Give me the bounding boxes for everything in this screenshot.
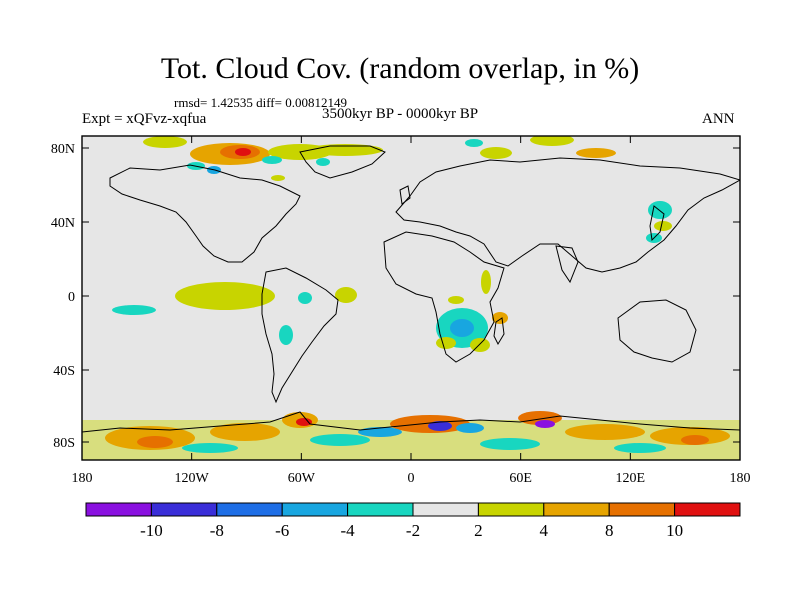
lon-tick-label: 60E [509,471,532,486]
colorbar-swatch [216,502,283,517]
anomaly-patch [565,424,645,440]
colorbar-label: -6 [275,521,289,540]
colorbar-swatch [412,502,479,517]
colorbar-label: -4 [341,521,356,540]
coastline-madagascar [493,317,505,346]
lat-tick-label: 40S [53,364,75,379]
coastline-africa [383,231,505,363]
anomaly-patch [310,434,370,446]
anomaly-patch [143,136,187,148]
lat-tick-label: 80N [51,142,75,157]
colorbar-label: -8 [210,521,224,540]
colorbar: -10 -8 -6 -4 -2 2 4 8 10 [85,502,741,540]
anomaly-patch [480,147,512,159]
anomaly-patch [296,418,312,426]
colorbar-swatch [347,502,414,517]
anomaly-patch [456,423,484,433]
colorbar-swatch [477,502,545,517]
anomaly-patch [279,325,293,345]
anomaly-patch [271,175,285,181]
colorbar-swatch [608,502,676,517]
stats-text: rmsd= 1.42535 diff= 0.00812149 [174,95,347,110]
anomaly-patch [681,435,709,445]
latitude-ticks: 80N 40N 0 40S 80S [51,142,740,451]
anomaly-patch [182,443,238,453]
anomaly-patch [137,436,173,448]
period-label: 3500kyr BP - 0000kyr BP [322,106,479,122]
coastline-north-america [109,164,301,263]
lon-tick-label: 0 [408,471,415,486]
anomaly-patch [316,158,330,166]
colorbar-label: 2 [474,521,483,540]
colorbar-swatch [150,502,218,517]
anomaly-patch [448,296,464,304]
lon-tick-label: 120E [616,471,646,486]
lon-tick-label: 180 [730,471,751,486]
anomaly-patch [112,305,156,315]
anomaly-patch [465,139,483,147]
anomaly-patch [576,148,616,158]
lon-tick-label: 180 [72,471,93,486]
longitude-ticks: 180 120W 60W 0 60E 120E 180 [72,136,751,486]
anomaly-patch [235,148,251,156]
anomaly-patch [530,136,574,146]
colorbar-label: 8 [605,521,614,540]
map-title: Tot. Cloud Cov. (random overlap, in %) [160,52,640,85]
anomaly-patch [535,420,555,428]
experiment-label: Expt = xQFvz-xqfua [82,111,207,127]
coastline-south-america [261,267,339,404]
lat-tick-label: 40N [51,216,75,231]
anomaly-patch [428,421,452,431]
lon-tick-label: 120W [175,471,210,486]
anomaly-patch [480,438,540,450]
colorbar-label: 10 [666,521,683,540]
colorbar-swatch [543,502,610,517]
colorbar-label: 4 [540,521,549,540]
anomaly-patch [481,270,491,294]
anomaly-patch [492,312,508,324]
anomaly-patch [470,338,490,352]
anomaly-patch [262,156,282,164]
coastline-australia [617,299,697,363]
anomaly-patch [614,443,666,453]
coastline-greenland [299,145,386,179]
colorbar-swatch [674,502,741,517]
coastlines [82,145,740,433]
coastline-japan [649,205,665,242]
anomaly-patch [436,337,456,349]
colorbar-swatch [85,502,152,517]
colorbar-swatch [281,502,349,517]
coastline-antarctica [82,411,740,433]
lon-tick-label: 60W [288,471,316,486]
lat-tick-label: 80S [53,436,75,451]
colorbar-label: -2 [406,521,420,540]
anomaly-patch [298,292,312,304]
anomaly-patch [335,287,357,303]
anomaly-patch [654,221,672,231]
coastline-uk [399,185,411,205]
coastline-eurasia [395,157,740,273]
coastline-india [555,245,579,284]
colorbar-label: -10 [140,521,163,540]
anomaly-patch [450,319,474,337]
anomaly-patch [175,282,275,310]
season-label: ANN [702,111,735,127]
anomaly-patch [210,423,280,441]
lat-tick-label: 0 [68,290,75,305]
